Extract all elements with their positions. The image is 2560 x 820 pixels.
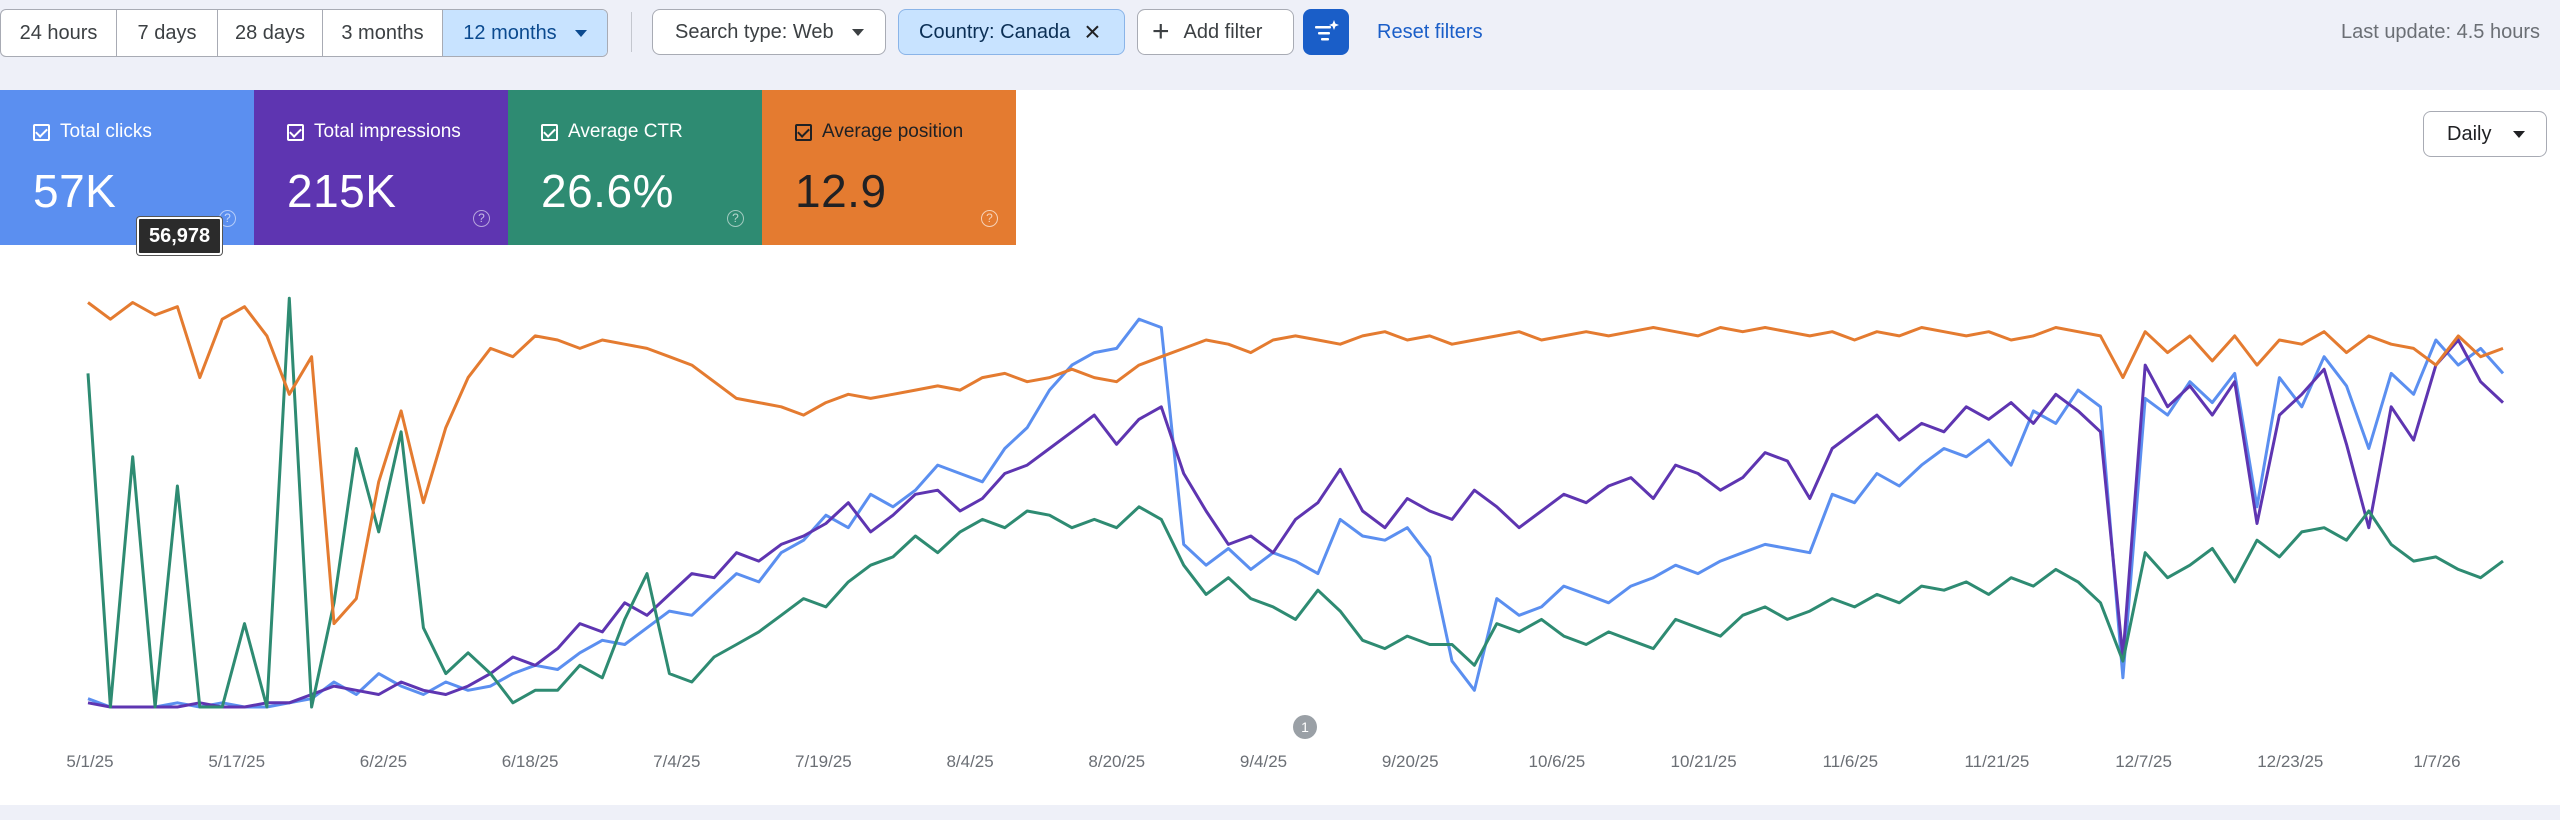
x-tick-label: 7/19/25 <box>795 752 852 771</box>
checkbox-icon[interactable] <box>287 123 304 141</box>
metric-value: 57K <box>33 165 117 217</box>
help-icon[interactable]: ? <box>981 210 998 227</box>
checkbox-icon[interactable] <box>541 123 558 141</box>
range-label: 28 days <box>234 22 306 44</box>
range-3-months-button[interactable]: 3 months <box>323 10 443 56</box>
annotation-label: 1 <box>1301 719 1309 735</box>
range-label: 12 months <box>463 22 557 44</box>
range-label: 24 hours <box>19 22 98 44</box>
x-tick-label: 1/7/26 <box>2413 752 2460 771</box>
series-line-total-clicks[interactable] <box>87 317 2505 709</box>
series-line-total-impressions[interactable] <box>87 338 2505 709</box>
reset-filters-label: Reset filters <box>1377 21 1483 43</box>
metric-card-average-ctr[interactable]: Average CTR 26.6% ? <box>508 90 762 245</box>
filter-sparkle-icon <box>1315 20 1339 41</box>
performance-chart[interactable]: 5/1/25 5/17/25 6/2/25 6/18/25 7/4/25 7/19/25 8… <box>0 90 2560 805</box>
metric-card-total-impressions[interactable]: Total impressions 215K ? <box>254 90 508 245</box>
x-tick-label: 10/21/25 <box>1671 752 1737 771</box>
x-tick-label: 5/1/25 <box>66 752 113 771</box>
performance-panel: Total clicks 57K ? Total impressions 215… <box>0 90 2560 805</box>
metric-card-average-position[interactable]: Average position 12.9 ? <box>762 90 1016 245</box>
checkbox-icon[interactable] <box>795 123 812 141</box>
metric-value: 215K <box>287 165 397 217</box>
value-tooltip: 56,978 <box>137 217 223 255</box>
last-update-text: Last update: 4.5 hours <box>2340 21 2540 43</box>
x-tick-label: 12/23/25 <box>2257 752 2323 771</box>
search-type-dropdown[interactable]: Search type: Web <box>652 9 886 55</box>
series-line-average-ctr[interactable] <box>86 296 2504 709</box>
toolbar-divider <box>631 12 632 52</box>
x-tick-label: 8/20/25 <box>1088 752 1145 771</box>
caret-down-icon <box>574 30 587 38</box>
help-icon[interactable]: ? <box>473 210 490 227</box>
reset-filters-link[interactable]: Reset filters <box>1377 9 1483 55</box>
plus-icon: + <box>1152 15 1170 48</box>
metric-label: Total impressions <box>314 121 461 142</box>
close-icon[interactable]: × <box>1084 16 1101 47</box>
x-tick-label: 6/18/25 <box>502 752 559 771</box>
x-tick-label: 9/4/25 <box>1240 752 1287 771</box>
x-tick-label: 9/20/25 <box>1382 752 1439 771</box>
metric-value: 12.9 <box>795 165 887 217</box>
country-filter-label: Country: Canada <box>919 21 1071 43</box>
checkbox-icon[interactable] <box>33 123 50 141</box>
toolbar: 24 hours 7 days 28 days 3 months 12 mont… <box>0 0 2560 64</box>
metric-label: Average position <box>822 121 964 142</box>
range-12-months-dropdown[interactable]: 12 months <box>443 10 607 56</box>
add-filter-label: Add filter <box>1183 21 1263 43</box>
range-7-days-button[interactable]: 7 days <box>117 10 218 56</box>
filter-icon-button[interactable] <box>1303 9 1349 55</box>
range-28-days-button[interactable]: 28 days <box>218 10 323 56</box>
metric-label: Total clicks <box>60 121 152 142</box>
x-tick-label: 11/6/25 <box>1823 752 1878 771</box>
metric-card-total-clicks[interactable]: Total clicks 57K ? <box>0 90 254 245</box>
caret-down-icon <box>2513 131 2526 139</box>
x-tick-label: 10/6/25 <box>1529 752 1586 771</box>
help-icon[interactable]: ? <box>727 210 744 227</box>
country-filter-chip[interactable]: Country: Canada × <box>898 9 1125 55</box>
x-tick-label: 11/21/25 <box>1964 752 2029 771</box>
add-filter-button[interactable]: + Add filter <box>1137 9 1294 55</box>
caret-down-icon <box>851 29 864 37</box>
series-line-average-position[interactable] <box>87 301 2504 626</box>
range-label: 3 months <box>341 22 424 44</box>
granularity-label: Daily <box>2447 123 2492 145</box>
date-range-group: 24 hours 7 days 28 days 3 months 12 mont… <box>0 9 608 57</box>
metric-value: 26.6% <box>541 165 674 217</box>
x-tick-label: 7/4/25 <box>653 752 700 771</box>
x-tick-label: 5/17/25 <box>208 752 265 771</box>
range-label: 7 days <box>137 22 197 44</box>
granularity-dropdown[interactable]: Daily <box>2423 111 2547 157</box>
range-24-hours-button[interactable]: 24 hours <box>1 10 117 56</box>
annotation-marker[interactable] <box>1293 715 1317 739</box>
search-type-label: Search type: Web <box>675 21 834 43</box>
x-tick-label: 6/2/25 <box>360 752 407 771</box>
x-tick-label: 12/7/25 <box>2115 752 2172 771</box>
x-tick-label: 8/4/25 <box>946 752 993 771</box>
metric-label: Average CTR <box>568 121 683 142</box>
